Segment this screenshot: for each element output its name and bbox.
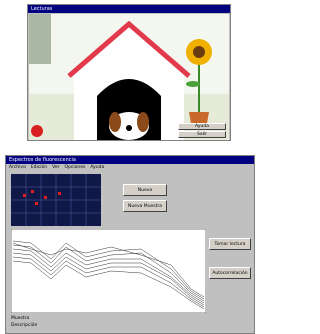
spectra-plot: [11, 229, 206, 313]
button[interactable]: Ayuda: [178, 123, 226, 130]
button[interactable]: Salir: [178, 131, 226, 138]
scene: [29, 14, 229, 140]
button[interactable]: Nueva: [123, 184, 167, 196]
menu-item[interactable]: Ver: [52, 165, 59, 170]
page: Lecturas Ayuda Salir Espectros de fluore…: [0, 0, 257, 334]
menu-item[interactable]: Opciones: [64, 165, 85, 170]
window-title: Espectros de fluorescencia: [6, 156, 254, 164]
window-top: Lecturas Ayuda Salir: [27, 4, 231, 141]
menu-item[interactable]: Ayuda: [90, 165, 104, 170]
menu-item[interactable]: Edición: [31, 165, 47, 170]
window-title: Lecturas: [28, 5, 230, 13]
window-bottom: Espectros de fluorescencia Archivo Edició…: [5, 155, 255, 334]
menu-item[interactable]: Archivo: [9, 165, 26, 170]
mini-plot: [11, 174, 101, 226]
button[interactable]: Autocorrelación: [209, 267, 251, 279]
label: Muestra: [11, 316, 29, 321]
menu-bar: Archivo Edición Ver Opciones Ayuda: [6, 164, 254, 171]
label: Descripción: [11, 323, 37, 328]
button[interactable]: Nueva Muestra: [123, 200, 167, 212]
button[interactable]: Tomar lectura: [209, 238, 251, 250]
